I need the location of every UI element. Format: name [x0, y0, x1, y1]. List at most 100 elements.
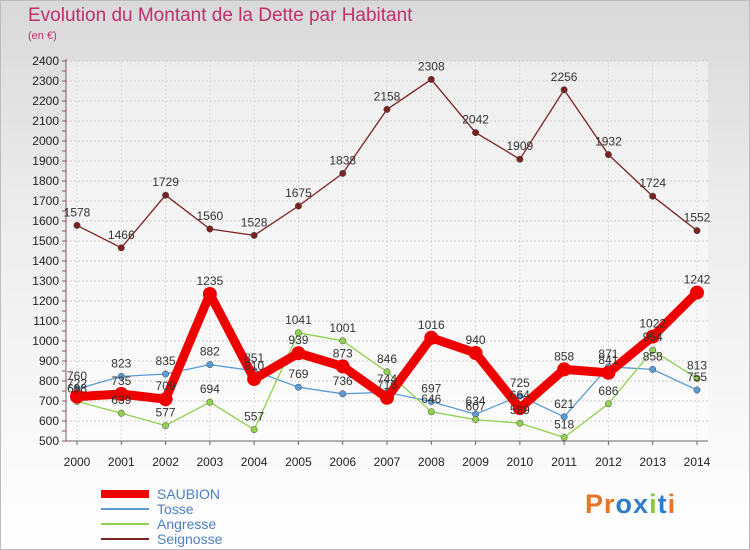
y-tick-label: 2000 — [32, 134, 59, 148]
x-tick-label: 2008 — [418, 455, 445, 469]
data-label: 735 — [111, 374, 131, 388]
chart-subtitle: (en €) — [28, 30, 57, 42]
data-label: 1838 — [329, 153, 356, 167]
data-point — [516, 155, 524, 163]
data-point — [158, 392, 173, 407]
data-label: 841 — [598, 353, 618, 367]
data-point — [339, 390, 347, 398]
data-point — [512, 401, 527, 416]
data-label: 846 — [377, 352, 397, 366]
y-tick-label: 2400 — [32, 54, 59, 68]
data-point — [645, 329, 660, 344]
data-label: 664 — [510, 388, 530, 402]
data-label: 716 — [377, 378, 397, 392]
data-label: 2256 — [551, 70, 578, 84]
y-tick-label: 1900 — [32, 154, 59, 168]
data-point — [472, 129, 480, 137]
data-label: 2158 — [374, 89, 401, 103]
data-point — [472, 416, 480, 424]
data-label: 577 — [156, 406, 176, 420]
y-tick-label: 1000 — [32, 334, 59, 348]
y-tick-label: 1100 — [33, 314, 59, 328]
data-point — [604, 400, 612, 408]
y-tick-label: 800 — [39, 374, 59, 388]
x-tick-label: 2007 — [374, 455, 401, 469]
x-tick-label: 2013 — [639, 455, 666, 469]
data-label: 1528 — [241, 215, 268, 229]
logo-letter: i — [667, 489, 677, 519]
x-tick-label: 2014 — [684, 455, 711, 469]
legend-label-seignosse: Seignosse — [157, 531, 223, 547]
data-label: 851 — [244, 351, 264, 365]
data-point — [335, 359, 350, 374]
data-point — [206, 361, 214, 369]
y-tick-label: 500 — [39, 434, 59, 448]
data-label: 694 — [200, 382, 220, 396]
data-label: 1016 — [418, 318, 445, 332]
data-point — [339, 169, 347, 177]
data-label: 760 — [67, 369, 87, 383]
data-label: 725 — [510, 376, 530, 390]
x-tick-label: 2011 — [551, 455, 577, 469]
data-label: 698 — [67, 381, 87, 395]
logo-letter: P — [585, 489, 605, 519]
x-tick-label: 2000 — [64, 455, 91, 469]
data-point — [294, 383, 302, 391]
legend-label-saubion: SAUBION — [157, 486, 220, 502]
logo-letter: r — [604, 489, 616, 519]
data-point — [294, 202, 302, 210]
data-label: 686 — [598, 384, 618, 398]
data-label: 697 — [421, 382, 441, 396]
data-point — [383, 105, 391, 113]
data-point — [693, 374, 701, 382]
data-label: 769 — [288, 367, 308, 381]
data-label: 1022 — [639, 317, 666, 331]
legend-label-angresse: Angresse — [157, 516, 216, 532]
data-point — [73, 221, 81, 229]
data-point — [162, 370, 170, 378]
data-label: 813 — [687, 358, 707, 372]
data-point — [560, 433, 568, 441]
data-point — [247, 372, 262, 386]
data-label: 589 — [510, 403, 530, 417]
logo-letter: i — [649, 489, 658, 519]
data-point — [560, 413, 568, 421]
data-label: 621 — [554, 397, 574, 411]
data-label: 835 — [156, 354, 176, 368]
data-label: 1552 — [684, 211, 711, 225]
data-point — [206, 398, 214, 406]
x-tick-label: 2001 — [108, 455, 135, 469]
y-tick-label: 600 — [39, 414, 59, 428]
y-tick-label: 1600 — [32, 214, 59, 228]
data-label: 1932 — [595, 135, 622, 149]
data-point — [649, 365, 657, 373]
data-point — [557, 362, 572, 377]
data-label: 755 — [687, 370, 707, 384]
logo-letter: t — [657, 489, 668, 519]
data-point — [690, 285, 704, 300]
data-label: 954 — [643, 330, 663, 344]
proxiti-logo: Proxiti — [585, 489, 676, 520]
data-point — [604, 151, 612, 159]
x-tick-label: 2004 — [241, 455, 268, 469]
data-point — [427, 75, 435, 83]
data-point — [117, 244, 125, 252]
data-label: 823 — [111, 356, 131, 370]
data-label: 1909 — [507, 139, 534, 153]
data-label: 722 — [67, 377, 87, 391]
data-label: 882 — [200, 345, 220, 359]
data-label: 518 — [554, 417, 574, 431]
data-label: 1578 — [64, 205, 91, 219]
data-label: 939 — [288, 333, 308, 347]
data-point — [383, 368, 391, 376]
data-point — [202, 287, 217, 301]
x-tick-label: 2009 — [462, 455, 489, 469]
data-point — [294, 329, 302, 337]
chart-title: Evolution du Montant de la Dette par Hab… — [28, 5, 413, 26]
x-tick-label: 2005 — [285, 455, 312, 469]
data-label: 736 — [333, 374, 353, 388]
data-label: 1466 — [108, 228, 135, 242]
data-label: 1724 — [639, 176, 666, 190]
data-label: 1560 — [197, 209, 224, 223]
